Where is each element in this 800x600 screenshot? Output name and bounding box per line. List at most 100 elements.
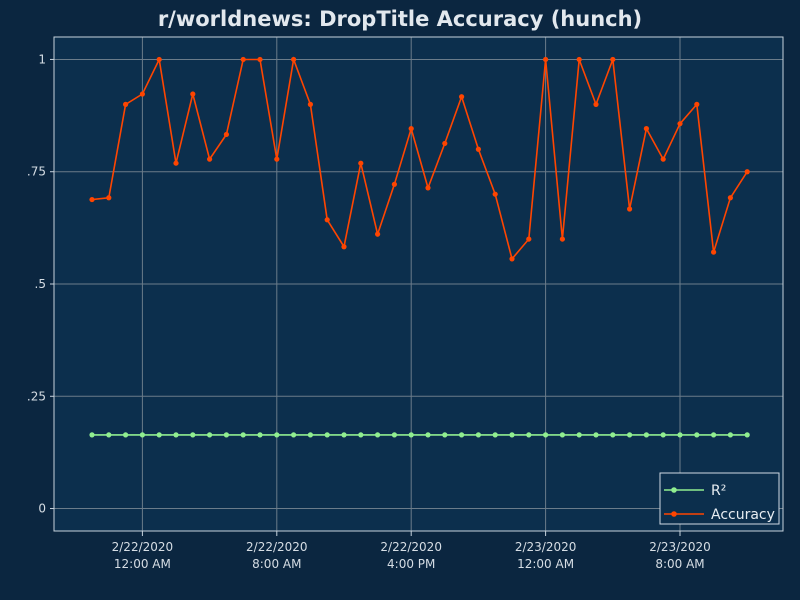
data-point-s1-8 xyxy=(223,131,229,138)
data-point-s0-16 xyxy=(358,432,364,438)
data-point-s0-1 xyxy=(106,432,112,438)
data-point-s0-19 xyxy=(408,432,414,438)
data-point-s1-31 xyxy=(610,56,616,63)
data-point-s1-4 xyxy=(156,56,162,63)
data-point-s1-7 xyxy=(207,156,213,162)
x-tick-time-label: 12:00 AM xyxy=(114,557,171,571)
data-point-s1-15 xyxy=(341,244,347,250)
data-point-s0-35 xyxy=(677,432,683,438)
legend-label-1: Accuracy xyxy=(711,507,775,523)
legend-swatch-marker-0 xyxy=(671,487,677,493)
data-point-s1-28 xyxy=(559,236,566,242)
data-point-s1-0 xyxy=(89,196,95,203)
data-point-s0-26 xyxy=(526,432,532,438)
data-point-s0-22 xyxy=(459,432,465,438)
data-point-s1-25 xyxy=(509,256,515,262)
data-point-s1-2 xyxy=(123,101,129,107)
data-point-s1-13 xyxy=(307,101,313,107)
data-point-s0-38 xyxy=(727,432,734,438)
x-tick-date-label: 2/22/2020 xyxy=(380,540,442,554)
y-tick-label: .75 xyxy=(27,165,46,179)
data-point-s0-37 xyxy=(711,432,717,438)
y-tick-label: .25 xyxy=(27,389,46,403)
data-point-s0-13 xyxy=(307,432,313,438)
data-point-s0-32 xyxy=(627,432,633,438)
data-point-s0-18 xyxy=(391,432,397,438)
data-point-s1-24 xyxy=(492,191,498,197)
data-point-s0-4 xyxy=(156,432,162,438)
data-point-s1-33 xyxy=(643,126,650,132)
data-point-s1-37 xyxy=(711,249,717,255)
data-point-s0-30 xyxy=(593,432,599,438)
x-tick-date-label: 2/22/2020 xyxy=(246,540,308,554)
data-point-s1-26 xyxy=(526,236,532,242)
data-point-s0-28 xyxy=(559,432,566,438)
chart-title: r/worldnews: DropTitle Accuracy (hunch) xyxy=(158,7,642,31)
legend-box xyxy=(659,472,780,525)
data-point-s0-39 xyxy=(744,432,750,438)
data-point-s0-36 xyxy=(694,432,700,438)
data-point-s0-21 xyxy=(442,432,448,438)
data-point-s0-3 xyxy=(139,432,145,438)
data-point-s0-27 xyxy=(543,432,549,438)
x-tick-time-label: 12:00 AM xyxy=(517,557,574,571)
data-point-s0-5 xyxy=(173,432,179,438)
data-point-s1-36 xyxy=(694,101,700,107)
data-point-s0-6 xyxy=(190,432,196,438)
x-tick-date-label: 2/22/2020 xyxy=(112,540,174,554)
data-point-s0-29 xyxy=(576,432,582,438)
data-point-s1-23 xyxy=(475,146,481,152)
data-point-s1-6 xyxy=(190,91,196,97)
data-point-s0-7 xyxy=(207,432,213,438)
data-point-s0-34 xyxy=(660,432,666,438)
data-point-s0-14 xyxy=(324,432,330,438)
data-point-s0-9 xyxy=(240,432,246,438)
data-point-s0-23 xyxy=(475,432,481,438)
data-point-s1-3 xyxy=(139,91,145,97)
data-point-s0-2 xyxy=(123,432,129,438)
data-point-s0-12 xyxy=(291,432,297,438)
y-tick-label: .5 xyxy=(35,277,46,291)
x-tick-time-label: 8:00 AM xyxy=(655,557,704,571)
data-point-s1-30 xyxy=(593,101,599,107)
data-point-s1-38 xyxy=(727,195,734,201)
data-point-s1-27 xyxy=(543,56,549,63)
data-point-s1-22 xyxy=(459,94,465,100)
data-point-s1-9 xyxy=(240,56,246,63)
data-point-s0-10 xyxy=(257,432,263,438)
data-point-s1-1 xyxy=(106,195,112,201)
data-point-s1-34 xyxy=(660,156,666,162)
legend-label-0: R² xyxy=(711,483,726,499)
data-point-s0-20 xyxy=(425,432,431,438)
data-point-s1-17 xyxy=(375,231,381,237)
data-point-s0-17 xyxy=(375,432,381,438)
data-point-s1-19 xyxy=(408,126,414,132)
data-point-s1-12 xyxy=(291,56,297,63)
data-point-s1-10 xyxy=(257,56,263,63)
data-point-s1-16 xyxy=(358,160,364,166)
data-point-s1-29 xyxy=(576,56,582,63)
data-point-s1-39 xyxy=(744,169,750,175)
data-point-s0-25 xyxy=(509,432,515,438)
data-point-s1-21 xyxy=(442,140,448,147)
data-point-s0-15 xyxy=(341,432,347,438)
y-tick-label: 0 xyxy=(38,502,46,516)
data-point-s1-11 xyxy=(274,156,280,162)
data-point-s1-5 xyxy=(173,160,179,166)
x-tick-time-label: 8:00 AM xyxy=(252,557,301,571)
data-point-s1-32 xyxy=(627,206,633,212)
data-point-s0-11 xyxy=(274,432,280,438)
data-point-s0-8 xyxy=(223,432,229,438)
plot-frame xyxy=(53,36,784,532)
legend-swatch-marker-1 xyxy=(671,511,677,517)
data-point-s1-18 xyxy=(391,181,397,187)
x-tick-date-label: 2/23/2020 xyxy=(649,540,711,554)
series-line-1 xyxy=(91,56,748,261)
data-point-s1-20 xyxy=(425,185,431,191)
data-point-s1-35 xyxy=(677,121,683,127)
data-point-s1-14 xyxy=(324,217,330,223)
data-point-s0-31 xyxy=(610,432,616,438)
data-point-s0-24 xyxy=(492,432,498,438)
